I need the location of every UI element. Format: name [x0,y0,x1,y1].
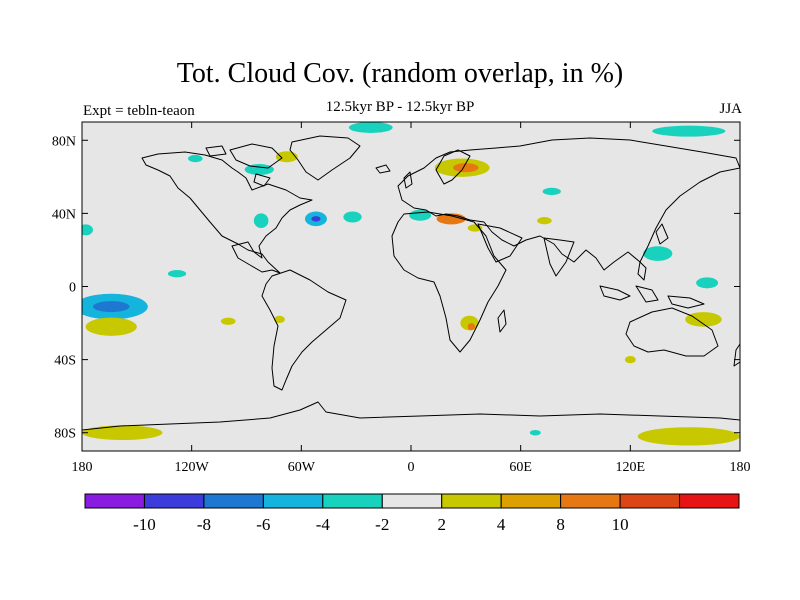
colorbar-swatch [322,493,383,509]
y-tick-label: 40N [52,207,76,222]
anomaly-patch [85,317,137,336]
coastline-north-america [141,151,313,274]
coastline-greenland [289,135,361,181]
anomaly-patch [652,125,726,137]
coastline-britain [403,171,413,189]
coastline-arabia [477,223,523,263]
colorbar: -10 -8 -6 -4 -2 2 4 8 10 [84,493,740,534]
x-tick-label: 60W [288,460,316,475]
coastline-south-america [261,269,347,391]
anomaly-patch [542,187,561,196]
x-tick-label: 180 [72,460,93,475]
colorbar-label: -6 [256,515,270,534]
colorbar-label: -2 [375,515,389,534]
colorbar-swatch [679,493,740,509]
season-label: JJA [719,101,742,117]
map-background [82,122,740,451]
anomaly-patch [188,154,203,163]
coastline-antarctica [82,401,740,431]
colorbar-swatch [143,493,205,509]
anomaly-patch [348,122,393,133]
y-tick-label: 40S [54,354,76,369]
anomaly-patch [467,323,475,331]
x-tick-label: 120E [616,460,646,475]
anomaly-patch [311,216,321,222]
colorbar-swatch [381,493,443,509]
anomaly-patch [685,312,722,327]
coastlines [82,135,740,431]
colorbar-label: 4 [497,515,506,534]
x-tick-label: 180 [730,460,751,475]
colorbar-label: -4 [316,515,331,534]
colorbar-label: 2 [437,515,446,534]
x-tick-label: 60E [509,460,532,475]
colorbar-label: 8 [556,515,565,534]
anomaly-patch [637,427,740,446]
map-title: Tot. Cloud Cov. (random overlap, in %) [176,58,624,89]
coastline-maritime-asia [599,223,705,309]
coastline-india [543,237,575,277]
anomaly-patch [696,277,719,289]
anomaly-patch [273,315,285,324]
colorbar-swatch [441,493,502,509]
colorbar-label: -8 [197,515,211,534]
coastline-madagascar [497,309,507,333]
x-tick-label: 120W [175,460,210,475]
anomaly-patch [624,355,636,364]
colorbar-label: 10 [612,515,629,534]
y-tick-label: 0 [69,281,76,296]
anomaly-patch [643,246,673,261]
colorbar-label: -10 [133,515,156,534]
y-tick-label: 80N [52,134,76,149]
colorbar-swatch [560,493,621,509]
anomaly-patch [275,151,298,163]
coastline-scandinavia [435,149,471,185]
colorbar-swatch [203,493,264,509]
experiment-label: Expt = tebln-teaon [83,103,195,119]
coastline-new-zealand [733,343,740,367]
anomaly-patch [82,224,93,236]
coastline-australia [625,307,719,357]
anomaly-patch [82,425,163,441]
coastline-iceland [375,164,391,174]
anomaly-patch [343,211,362,223]
map-subtitle: 12.5kyr BP - 12.5kyr BP [325,99,475,115]
colorbar-swatch [619,493,681,509]
anomaly-patch [453,163,479,173]
anomaly-patch [92,301,130,313]
colorbar-swatch [262,493,324,509]
anomaly-patch [253,213,269,229]
y-tick-label: 80S [54,427,76,442]
colorbar-swatch [84,493,145,509]
colorbar-swatch [500,493,562,509]
anomaly-patch [537,217,552,225]
anomaly-patch [529,429,541,436]
anomaly-contours [82,122,740,446]
anomaly-patch [167,270,187,278]
map-axis-ticks: 180 120W 60W 0 60E 120E 180 80N 40N 0 40S 80S [52,122,751,475]
anomaly-patch [244,164,274,176]
x-tick-label: 0 [408,460,415,475]
coastline-eurasia [397,137,740,271]
anomaly-patch [220,317,236,325]
coastline-arctic-islands [205,143,283,187]
